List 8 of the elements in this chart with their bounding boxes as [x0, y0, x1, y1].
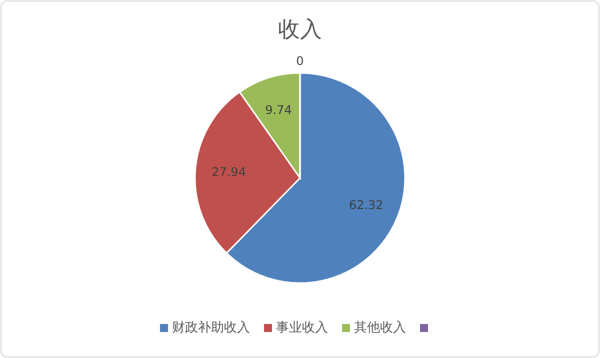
legend-label: 财政补助收入 [172, 320, 250, 336]
legend-label: 其他收入 [354, 320, 406, 336]
legend-label: 事业收入 [276, 320, 328, 336]
data-label: 27.94 [212, 165, 246, 180]
data-label: 62.32 [348, 198, 384, 212]
text: 0 [296, 54, 304, 68]
data-label: 9.74 [265, 102, 292, 117]
chart-title: 收入 [278, 18, 322, 42]
